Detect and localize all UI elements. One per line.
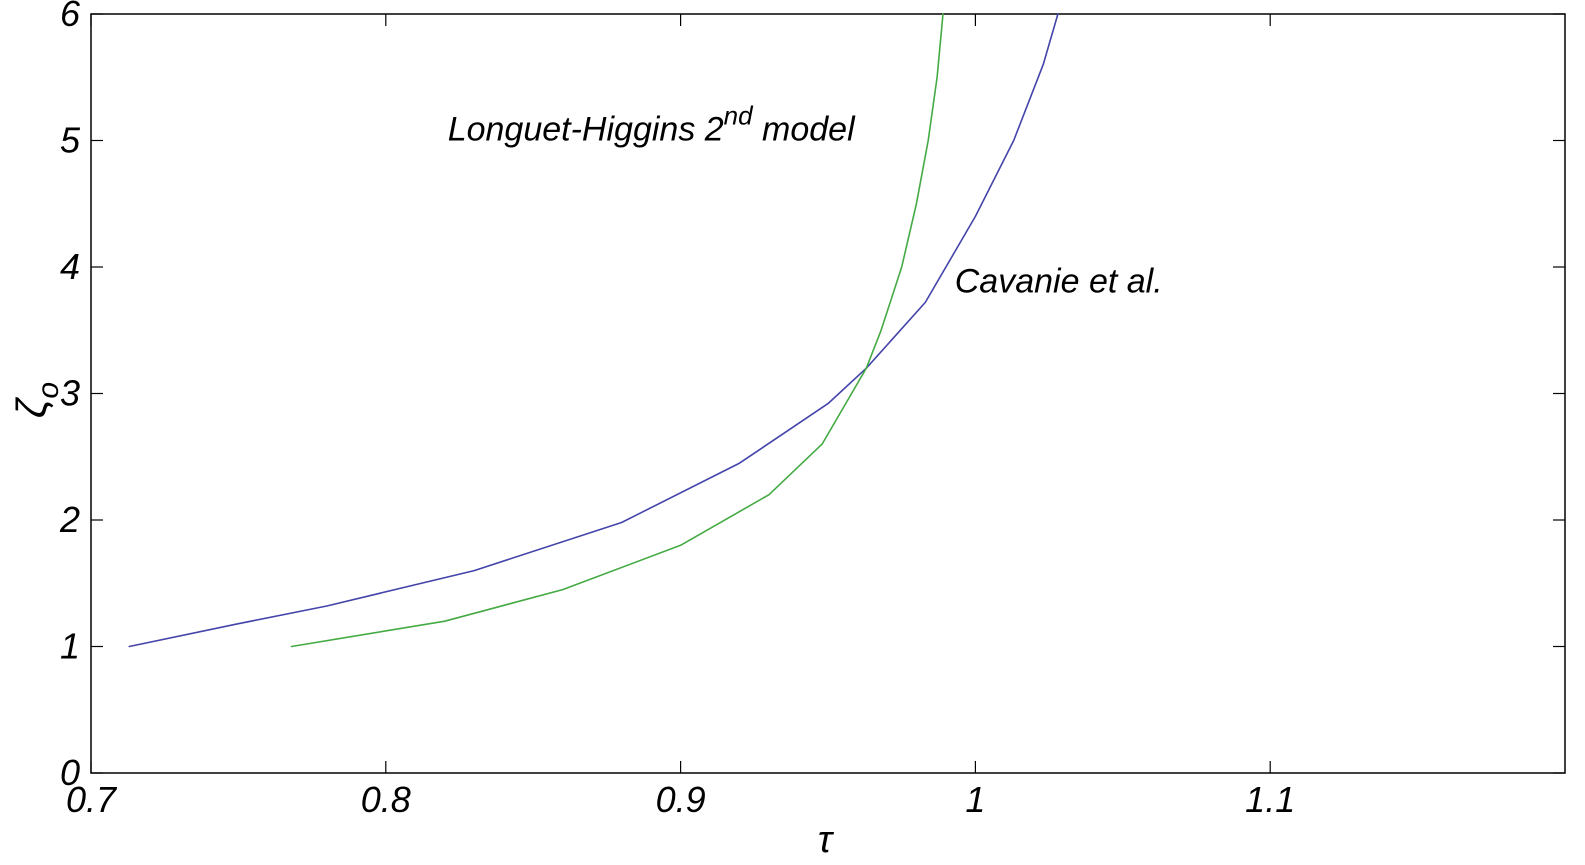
y-tick-label: 5 bbox=[60, 120, 81, 161]
y-axis-label-group: ζo bbox=[8, 382, 65, 418]
annotation-1: Cavanie et al. bbox=[955, 262, 1163, 300]
annotation-text: Longuet-Higgins 2 bbox=[448, 111, 724, 149]
tick-layer: 0.7 0.8 0.9 1 1.1 0 1 2 3 4 5 6 bbox=[59, 0, 1565, 820]
series-line-1 bbox=[290, 13, 944, 648]
y-tick-label: 2 bbox=[59, 499, 80, 540]
annotation-superscript: nd bbox=[724, 101, 754, 131]
x-tick-label: 0.8 bbox=[361, 779, 411, 820]
y-tick-label: 3 bbox=[60, 373, 80, 414]
x-axis-label: τ bbox=[818, 819, 835, 860]
annotation-layer: Longuet-Higgins 2nd model Cavanie et al. bbox=[448, 101, 1163, 301]
y-tick-label: 4 bbox=[60, 246, 80, 287]
annotation-suffix: model bbox=[753, 111, 856, 149]
annotation-text: Cavanie et al. bbox=[955, 262, 1163, 300]
series-layer bbox=[128, 13, 1059, 648]
x-tick-label: 0.9 bbox=[656, 779, 706, 820]
y-tick-label: 1 bbox=[60, 626, 80, 667]
x-tick-label: 1.1 bbox=[1245, 779, 1295, 820]
series-line-0 bbox=[128, 13, 1059, 648]
axis-label-layer: τ ζo bbox=[8, 382, 835, 861]
x-tick-label: 1 bbox=[965, 779, 985, 820]
y-tick-label: 0 bbox=[60, 752, 80, 793]
y-axis-label: ζo bbox=[8, 382, 65, 418]
x-tick-label: 0.7 bbox=[66, 779, 118, 820]
annotation-0: Longuet-Higgins 2nd model bbox=[448, 101, 856, 149]
y-tick-label: 6 bbox=[60, 0, 81, 34]
y-axis-label-subscript: o bbox=[32, 382, 65, 399]
y-axis-label-symbol: ζ bbox=[8, 396, 55, 418]
